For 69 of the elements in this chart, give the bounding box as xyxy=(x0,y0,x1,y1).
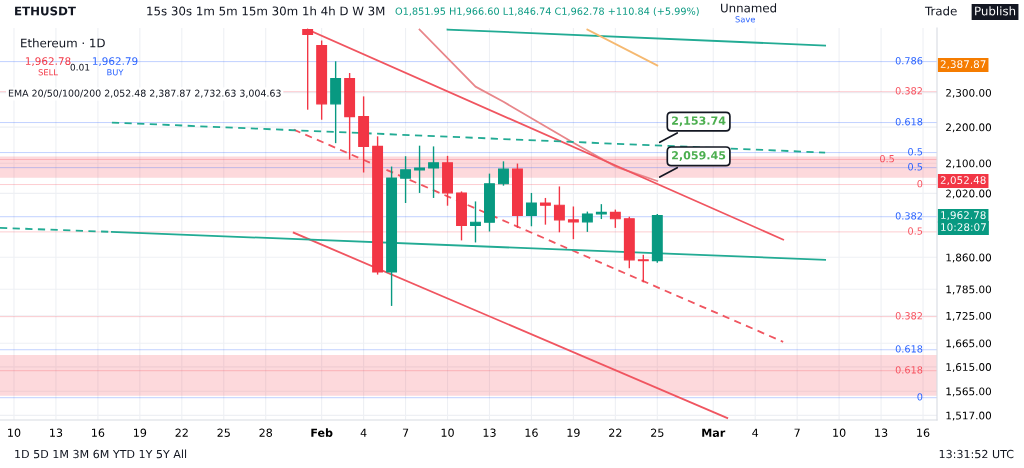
y-tick-label: 1,517.00 xyxy=(946,411,992,421)
annotation: 0.01 xyxy=(70,63,90,71)
annotation: 2,153.74 xyxy=(672,116,726,127)
x-tick-label: Feb xyxy=(311,428,333,437)
x-tick-label: 25 xyxy=(651,428,664,437)
x-tick-label: Mar xyxy=(702,428,726,437)
annotation: 1,962.78 xyxy=(25,57,71,67)
annotation: 0.382 xyxy=(895,212,922,220)
annotation: 0.5 xyxy=(880,154,894,163)
y-tick-label: 1,615.00 xyxy=(946,363,992,373)
x-tick-label: 16 xyxy=(525,428,538,437)
x-tick-label: 13 xyxy=(483,428,496,437)
text: 15s 30s 1m 5m 15m 30m 1h 4h D W 3M xyxy=(147,6,385,16)
y-tick-label: 2,200.00 xyxy=(946,123,992,133)
x-tick-label: 4 xyxy=(752,428,759,437)
annotation: BUY xyxy=(107,69,124,76)
x-tick-label: 19 xyxy=(134,428,147,437)
x-tick-label: 13 xyxy=(50,428,63,437)
text: 13:31:52 UTC xyxy=(939,449,1014,459)
annotation: 0.382 xyxy=(895,87,922,95)
x-tick-label: 7 xyxy=(794,428,800,437)
y-tick-label: 2,100.00 xyxy=(946,159,992,169)
annotation: 0.5 xyxy=(908,163,923,171)
x-tick-label: 25 xyxy=(217,428,230,437)
x-tick-label: 7 xyxy=(402,428,409,437)
text: 2,387.87 xyxy=(940,60,986,70)
text: Save xyxy=(735,16,756,23)
text: Ethereum · 1D xyxy=(21,38,105,48)
annotation: 1,962.79 xyxy=(92,57,138,67)
text: 1,962.78 xyxy=(941,211,986,221)
annotation: 0 xyxy=(917,393,923,401)
x-tick-label: 16 xyxy=(917,428,930,437)
x-tick-label: 4 xyxy=(360,428,367,437)
x-tick-label: 10 xyxy=(8,428,21,437)
annotation: EMA 20/50/100/200 2,052.48 2,387.87 2,732.63 3,004.63 xyxy=(8,89,281,98)
line-series xyxy=(418,28,659,182)
text: Unnamed xyxy=(721,3,777,13)
x-tick-label: 10 xyxy=(441,428,454,437)
x-tick-label: 13 xyxy=(875,428,888,437)
annotation: SELL xyxy=(38,69,58,76)
x-tick-label: 16 xyxy=(92,428,105,437)
text: ETHUSDT xyxy=(15,6,76,16)
text: 10:28:07 xyxy=(941,223,986,232)
annotation: 2,059.45 xyxy=(672,151,726,161)
y-tick-label: 2,020.00 xyxy=(946,189,992,199)
text: O1,851.95 H1,966.60 L1,846.74 C1,962.78 +110.84 (+5.99%) xyxy=(395,7,699,16)
annotation: 0.5 xyxy=(908,227,923,235)
y-tick-label: 2,300.00 xyxy=(946,88,992,98)
x-tick-label: 19 xyxy=(567,428,580,437)
y-tick-label: 1,785.00 xyxy=(946,285,992,295)
annotation: 0.618 xyxy=(895,118,923,126)
y-tick-label: 1,665.00 xyxy=(946,339,992,349)
annotation: 0 xyxy=(917,180,923,188)
x-tick-label: 28 xyxy=(259,428,273,437)
x-tick-label: 22 xyxy=(175,428,188,437)
annotation: 0.618 xyxy=(895,366,923,374)
text: Trade xyxy=(924,6,957,16)
y-tick-label: 1,725.00 xyxy=(946,311,992,321)
text: 2,052.48 xyxy=(940,176,986,186)
annotation: 0.382 xyxy=(895,312,922,320)
annotation: 0.618 xyxy=(895,345,923,353)
text: Publish xyxy=(975,6,1016,16)
y-tick-label: 1,860.00 xyxy=(946,253,992,263)
y-tick-label: 1,565.00 xyxy=(946,387,992,397)
annotation: 0.786 xyxy=(895,57,923,65)
x-tick-label: 22 xyxy=(609,428,622,437)
x-tick-label: 10 xyxy=(833,428,846,437)
text: 1D 5D 1M 3M 6M YTD 1Y 5Y All xyxy=(15,449,187,459)
annotation: 0.5 xyxy=(908,148,923,156)
